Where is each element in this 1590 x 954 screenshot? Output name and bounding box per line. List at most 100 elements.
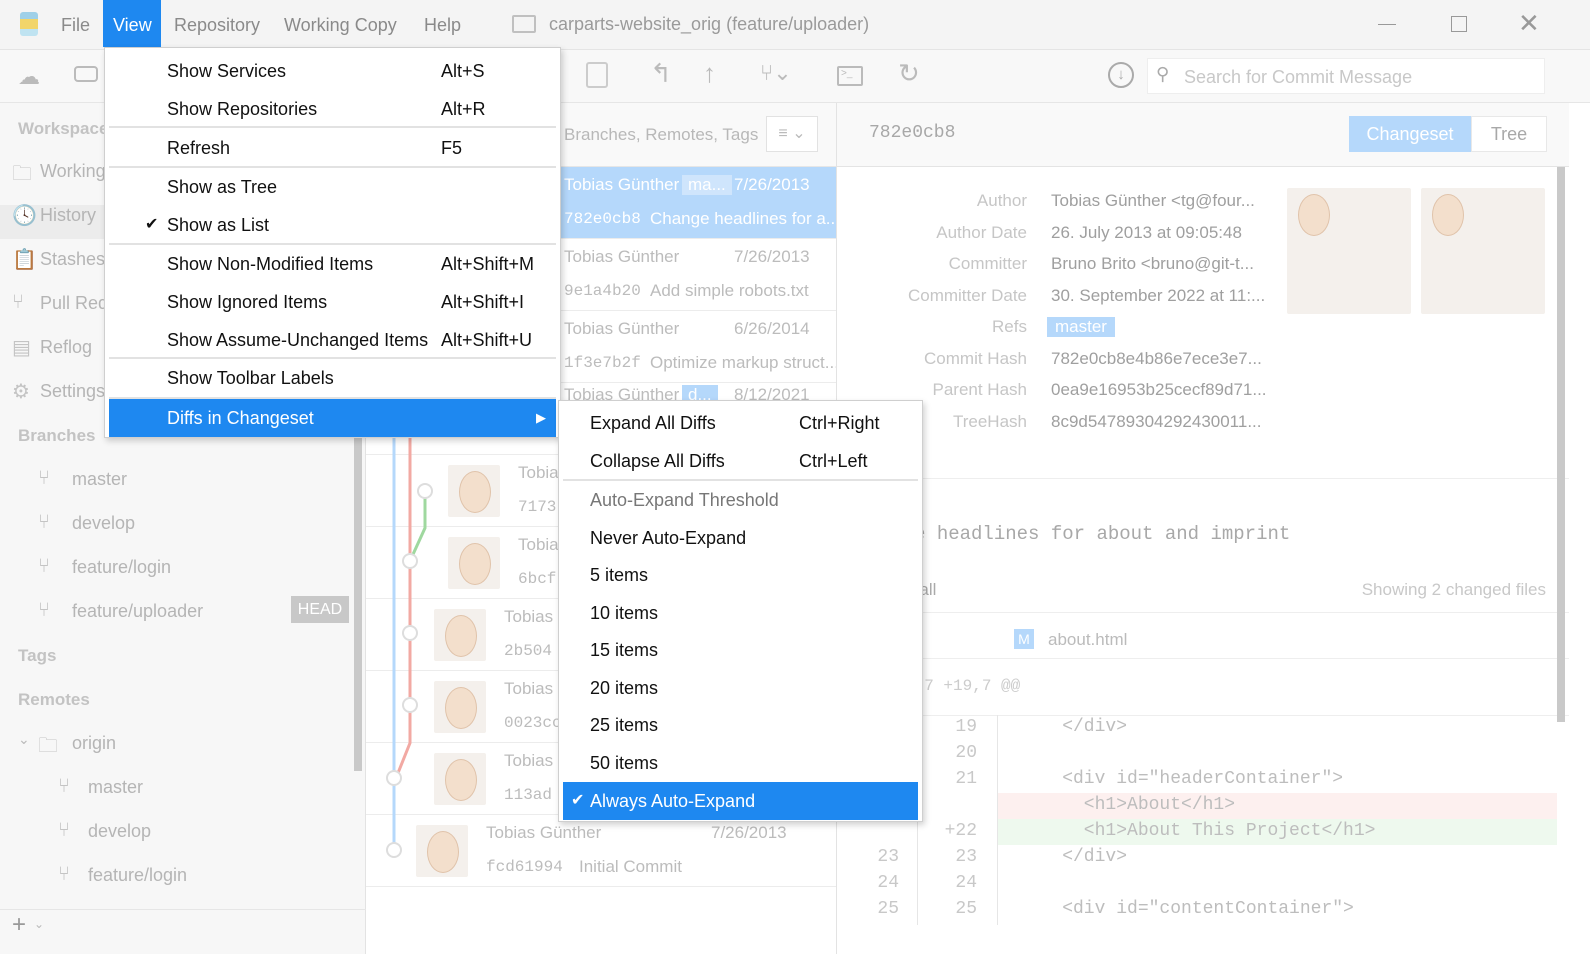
field-label: Committer Date — [907, 285, 1027, 305]
chevron-down-icon[interactable]: ⌄ — [34, 917, 45, 931]
submenu-item-20-items[interactable]: 20 items — [559, 669, 922, 707]
new-line-number: 25 — [955, 899, 977, 919]
menu-item-diffs-in-changeset[interactable]: Diffs in Changeset ▶ — [109, 399, 556, 437]
commit-row[interactable]: Tobias Günther 6/26/2014 1f3e7b2f Optimize … — [366, 311, 839, 383]
commit-author: Tobias — [518, 535, 568, 554]
diff-line-ctx: 2020 — [837, 741, 1569, 767]
commit-author: Tobias Günther — [486, 823, 602, 842]
field-label: Commit Hash — [924, 348, 1027, 368]
menu-item-show-toolbar-labels[interactable]: Show Toolbar Labels — [105, 359, 560, 397]
menu-item-label: 5 items — [590, 565, 649, 585]
list-options-button[interactable]: ≡ ⌄ — [766, 116, 818, 152]
menu-item-label: 20 items — [590, 678, 659, 698]
pull-icon[interactable]: ↰ — [650, 58, 672, 88]
menu-item-label: 25 items — [590, 715, 659, 735]
terminal-icon[interactable]: >_ — [837, 66, 863, 86]
push-icon[interactable]: ↑ — [703, 58, 716, 88]
commit-author: Tobias — [518, 463, 568, 482]
old-line-number: 25 — [877, 899, 899, 919]
app-logo-icon — [20, 12, 38, 36]
menu-item-label: Show as List — [167, 215, 270, 235]
committer-avatar — [1421, 188, 1545, 314]
menu-separator — [563, 479, 918, 481]
avatar — [448, 465, 500, 517]
filter-label[interactable]: Branches, Remotes, Tags — [564, 125, 759, 144]
menu-item-show-assume-unchanged-items[interactable]: Show Assume-Unchanged Items Alt+Shift+U — [105, 321, 560, 359]
field-label: Author — [976, 191, 1027, 210]
diff-line-ctx: 23 23 </div> — [837, 845, 1569, 871]
commit-author: Tobias Günther — [564, 319, 680, 338]
minimize-button[interactable] — [1378, 24, 1396, 25]
check-icon: ✔ — [571, 792, 585, 809]
diff-code: </div> — [1019, 847, 1128, 867]
menu-item-show-as-list[interactable]: ✔ Show as List — [105, 206, 560, 244]
commit-date: 8/12/2021 — [734, 385, 810, 404]
diff-line-ctx: 2121 <div id="headerContainer"> — [837, 767, 1569, 793]
avatar — [434, 681, 486, 733]
chevron-down-icon[interactable]: ⌄ — [18, 731, 30, 747]
avatar — [448, 537, 500, 589]
search-icon: ⚲ — [1156, 64, 1170, 84]
menu-item-label: Auto-Expand Threshold — [590, 490, 779, 510]
refresh-icon[interactable]: ↻ — [898, 58, 920, 88]
commit-date: 7/26/2013 — [734, 175, 810, 194]
details-scrollbar[interactable] — [1557, 167, 1565, 722]
commit-row[interactable]: Tobias Günther 7/26/2013 9e1a4b20 Add simpl… — [366, 239, 836, 311]
fetch-icon[interactable]: ↓ — [1108, 62, 1134, 88]
menu-repository[interactable]: Repository — [174, 15, 261, 35]
sidebar-scrollbar[interactable] — [354, 403, 362, 771]
menu-item-show-repositories[interactable]: Show Repositories Alt+R — [105, 90, 560, 128]
remotes-header[interactable]: Remotes — [18, 690, 90, 709]
submenu-item-15-items[interactable]: 15 items — [559, 631, 922, 669]
commit-row[interactable]: Tobias 6bcf — [366, 527, 836, 599]
merge-icon[interactable]: ⑂⌄ — [760, 60, 792, 85]
submenu-arrow-icon: ▶ — [536, 410, 546, 425]
submenu-item-25-items[interactable]: 25 items — [559, 706, 922, 744]
menu-working-copy[interactable]: Working Copy — [284, 15, 397, 35]
menu-view[interactable]: View — [103, 0, 161, 47]
drive-icon[interactable] — [74, 66, 98, 82]
submenu-item-50-items[interactable]: 50 items — [559, 744, 922, 782]
menu-item-refresh[interactable]: Refresh F5 — [105, 129, 560, 167]
field-value: Tobias Günther <tg@four... — [1051, 191, 1255, 210]
add-button[interactable]: + — [12, 911, 27, 938]
menu-item-show-services[interactable]: Show Services Alt+S — [105, 52, 560, 90]
menu-item-show-ignored-items[interactable]: Show Ignored Items Alt+Shift+I — [105, 283, 560, 321]
submenu-item-5-items[interactable]: 5 items — [559, 556, 922, 594]
author-avatar — [1287, 188, 1411, 314]
cloud-icon[interactable]: ☁ — [18, 64, 40, 89]
tab-tree[interactable]: Tree — [1471, 116, 1547, 152]
view-menu-dropdown: Show Services Alt+S Show Repositories Alt+R… — [104, 47, 561, 438]
menu-item-shortcut: Alt+S — [441, 61, 485, 81]
menu-help[interactable]: Help — [424, 15, 462, 35]
submenu-item-expand-all-diffs[interactable]: Expand All Diffs Ctrl+Right — [559, 404, 922, 442]
field-label: Refs — [992, 317, 1027, 336]
file-name[interactable]: about.html — [1048, 630, 1128, 649]
search-input[interactable]: ⚲ Search for Commit Message — [1147, 58, 1545, 94]
close-button[interactable]: ✕ — [1518, 8, 1540, 38]
diff-line-ctx: 1919 </div> — [837, 715, 1569, 741]
commit-subject: Change headlines for about and imprint — [857, 523, 1291, 545]
submenu-item-never-auto-expand[interactable]: Never Auto-Expand — [559, 519, 922, 557]
tags-header[interactable]: Tags — [18, 646, 57, 665]
branch-tag: ma... — [682, 175, 732, 195]
maximize-button[interactable] — [1451, 16, 1467, 32]
new-line-number: +22 — [944, 821, 977, 841]
menu-file[interactable]: File — [61, 15, 91, 35]
submenu-item-always-auto-expand[interactable]: ✔ Always Auto-Expand — [563, 782, 918, 820]
tab-changeset[interactable]: Changeset — [1349, 116, 1471, 152]
history-icon: 🕓 — [12, 205, 37, 227]
menu-item-label: 50 items — [590, 753, 659, 773]
menu-separator — [109, 166, 556, 168]
submenu-item-collapse-all-diffs[interactable]: Collapse All Diffs Ctrl+Left — [559, 442, 922, 480]
stash-icon[interactable] — [586, 62, 608, 88]
menu-item-show-as-tree[interactable]: Show as Tree — [105, 168, 560, 206]
commit-row[interactable]: Tobias Günther 7/26/2013 fcd61994 Initial C… — [366, 815, 836, 887]
field-value: Bruno Brito <bruno@git-t... — [1051, 254, 1254, 273]
menu-item-show-non-modified-items[interactable]: Show Non-Modified Items Alt+Shift+M — [105, 245, 560, 283]
commit-hash: 0023cc — [504, 714, 562, 732]
submenu-item-10-items[interactable]: 10 items — [559, 594, 922, 632]
new-line-number: 24 — [955, 873, 977, 893]
menu-item-label: 10 items — [590, 603, 659, 623]
commit-hash: 113ad — [504, 786, 553, 804]
